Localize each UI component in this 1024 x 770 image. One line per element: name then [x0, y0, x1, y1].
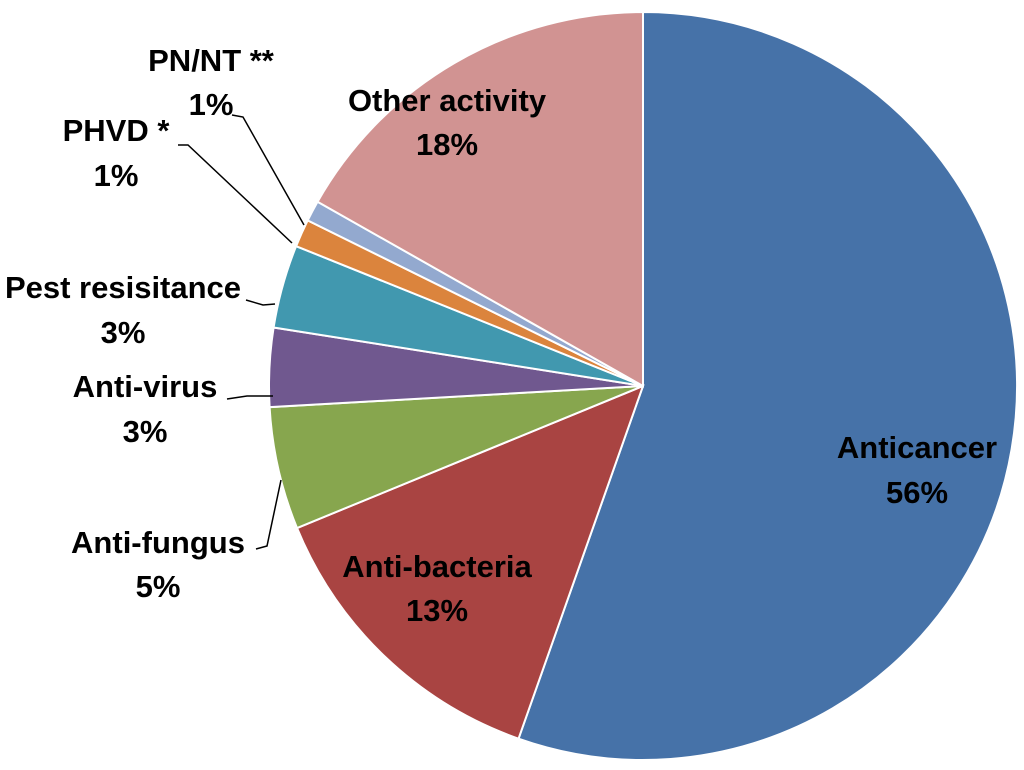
slice-pct-phvd: 1%: [94, 158, 139, 193]
slice-label-phvd: PHVD *: [63, 113, 171, 148]
slice-label-other-activity: Other activity: [348, 83, 547, 118]
leader-lines: [178, 114, 305, 550]
slice-pct-anticancer: 56%: [886, 475, 948, 510]
leader-line-anti-fungus: [255, 479, 282, 550]
pie-slice-other-activity: [316, 10, 644, 388]
slice-pct-pn-nt: 1%: [189, 87, 234, 122]
slice-pct-anti-bacteria: 13%: [406, 593, 468, 628]
leader-line-pest-resisitance: [245, 299, 276, 306]
slice-label-anti-virus: Anti-virus: [73, 369, 218, 404]
leader-line-phvd: [178, 144, 293, 244]
slice-labels: Anticancer 56% Anti-bacteria 13% Anti-fu…: [5, 43, 997, 628]
slice-pct-anti-virus: 3%: [123, 414, 168, 449]
slice-label-pest-resisitance: Pest resisitance: [5, 270, 241, 305]
pie-slice-anti-bacteria: [295, 384, 645, 740]
slice-label-anticancer: Anticancer: [837, 430, 997, 465]
slice-pct-pest-resisitance: 3%: [101, 315, 146, 350]
slice-pct-other-activity: 18%: [416, 127, 478, 162]
slice-label-pn-nt: PN/NT **: [148, 43, 275, 78]
slice-label-anti-fungus: Anti-fungus: [71, 525, 245, 560]
slice-pct-anti-fungus: 5%: [136, 569, 181, 604]
leader-line-pn-nt: [231, 114, 305, 226]
leader-line-anti-virus: [226, 395, 273, 400]
slice-label-anti-bacteria: Anti-bacteria: [342, 549, 532, 584]
pie-slices: [268, 10, 1018, 761]
